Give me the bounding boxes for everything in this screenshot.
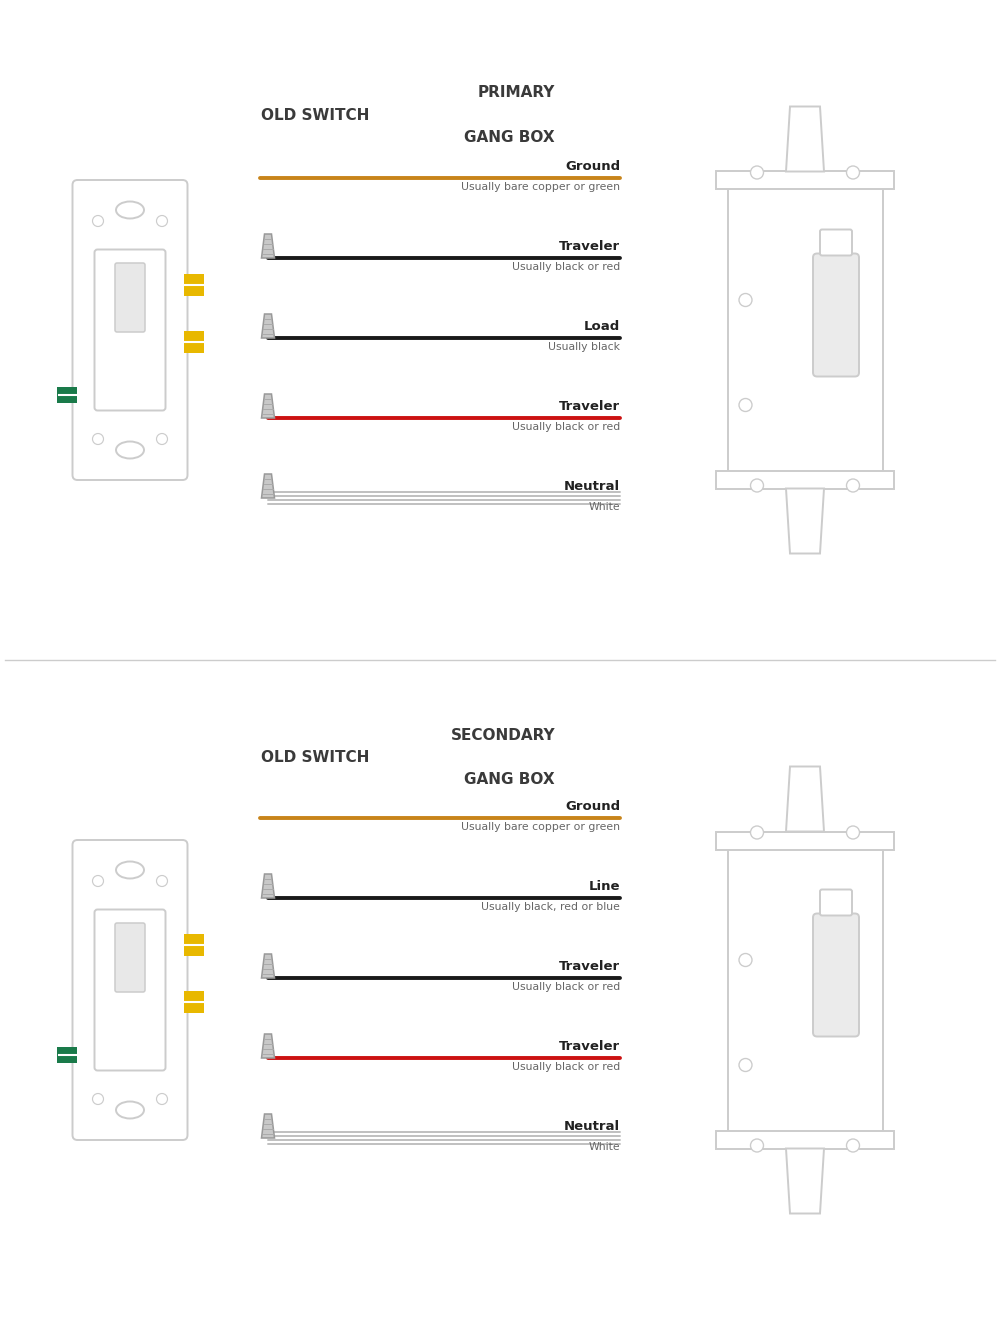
Text: Traveler: Traveler — [559, 240, 620, 253]
Circle shape — [750, 826, 764, 840]
Bar — [716, 832, 894, 850]
FancyBboxPatch shape — [820, 890, 852, 916]
Bar — [716, 172, 894, 190]
Ellipse shape — [116, 441, 144, 458]
Text: Usually black, red or blue: Usually black, red or blue — [481, 902, 620, 912]
Text: Usually black or red: Usually black or red — [512, 982, 620, 993]
Circle shape — [739, 293, 752, 306]
FancyBboxPatch shape — [820, 230, 852, 256]
Text: Ground: Ground — [565, 800, 620, 813]
Polygon shape — [262, 874, 274, 898]
Text: Neutral: Neutral — [564, 1119, 620, 1133]
Polygon shape — [262, 474, 274, 498]
Circle shape — [156, 433, 168, 445]
Polygon shape — [786, 488, 824, 553]
Text: PRIMARY: PRIMARY — [478, 86, 555, 100]
Circle shape — [739, 953, 752, 966]
Circle shape — [847, 166, 860, 180]
FancyBboxPatch shape — [184, 991, 204, 1012]
Text: White: White — [588, 1142, 620, 1152]
FancyBboxPatch shape — [184, 935, 204, 956]
Text: GANG BOX: GANG BOX — [464, 772, 555, 788]
FancyBboxPatch shape — [57, 387, 77, 403]
FancyBboxPatch shape — [94, 249, 166, 411]
FancyBboxPatch shape — [115, 923, 145, 993]
Circle shape — [92, 433, 104, 445]
Text: Traveler: Traveler — [559, 960, 620, 973]
Circle shape — [156, 1093, 168, 1105]
Text: OLD SWITCH: OLD SWITCH — [261, 107, 369, 123]
Circle shape — [847, 1139, 860, 1152]
Text: Neutral: Neutral — [564, 480, 620, 492]
Bar — [728, 847, 883, 1133]
Text: Line: Line — [588, 880, 620, 894]
Text: Usually black or red: Usually black or red — [512, 422, 620, 432]
Bar — [716, 470, 894, 488]
Polygon shape — [262, 393, 274, 418]
Circle shape — [92, 215, 104, 227]
Polygon shape — [786, 1148, 824, 1213]
FancyBboxPatch shape — [813, 253, 859, 376]
Text: Usually black: Usually black — [548, 342, 620, 352]
Circle shape — [156, 875, 168, 887]
FancyBboxPatch shape — [115, 263, 145, 333]
Text: White: White — [588, 502, 620, 512]
FancyBboxPatch shape — [72, 840, 188, 1140]
Text: Usually black or red: Usually black or red — [512, 261, 620, 272]
Ellipse shape — [116, 1101, 144, 1118]
Text: OLD SWITCH: OLD SWITCH — [261, 751, 369, 766]
Polygon shape — [262, 954, 274, 978]
Text: Traveler: Traveler — [559, 1040, 620, 1053]
Circle shape — [847, 479, 860, 492]
Circle shape — [156, 215, 168, 227]
Polygon shape — [786, 107, 824, 172]
Polygon shape — [262, 1114, 274, 1138]
Text: Usually bare copper or green: Usually bare copper or green — [461, 822, 620, 832]
Circle shape — [92, 875, 104, 887]
Polygon shape — [786, 767, 824, 832]
FancyBboxPatch shape — [94, 909, 166, 1071]
FancyBboxPatch shape — [184, 331, 204, 352]
Text: Usually bare copper or green: Usually bare copper or green — [461, 182, 620, 191]
Ellipse shape — [116, 862, 144, 879]
Text: Traveler: Traveler — [559, 400, 620, 413]
Circle shape — [750, 479, 764, 492]
FancyBboxPatch shape — [57, 1047, 77, 1063]
FancyBboxPatch shape — [184, 275, 204, 296]
FancyBboxPatch shape — [72, 180, 188, 480]
Circle shape — [750, 166, 764, 180]
FancyBboxPatch shape — [813, 913, 859, 1036]
Polygon shape — [262, 314, 274, 338]
Polygon shape — [262, 234, 274, 257]
Bar — [728, 187, 883, 473]
Text: SECONDARY: SECONDARY — [450, 729, 555, 743]
Text: Load: Load — [584, 319, 620, 333]
Circle shape — [739, 1059, 752, 1072]
Text: Usually black or red: Usually black or red — [512, 1063, 620, 1072]
Ellipse shape — [116, 202, 144, 219]
Circle shape — [739, 399, 752, 412]
Bar — [716, 1130, 894, 1148]
Circle shape — [750, 1139, 764, 1152]
Text: GANG BOX: GANG BOX — [464, 129, 555, 144]
Text: Ground: Ground — [565, 160, 620, 173]
Circle shape — [847, 826, 860, 840]
Circle shape — [92, 1093, 104, 1105]
Polygon shape — [262, 1034, 274, 1059]
